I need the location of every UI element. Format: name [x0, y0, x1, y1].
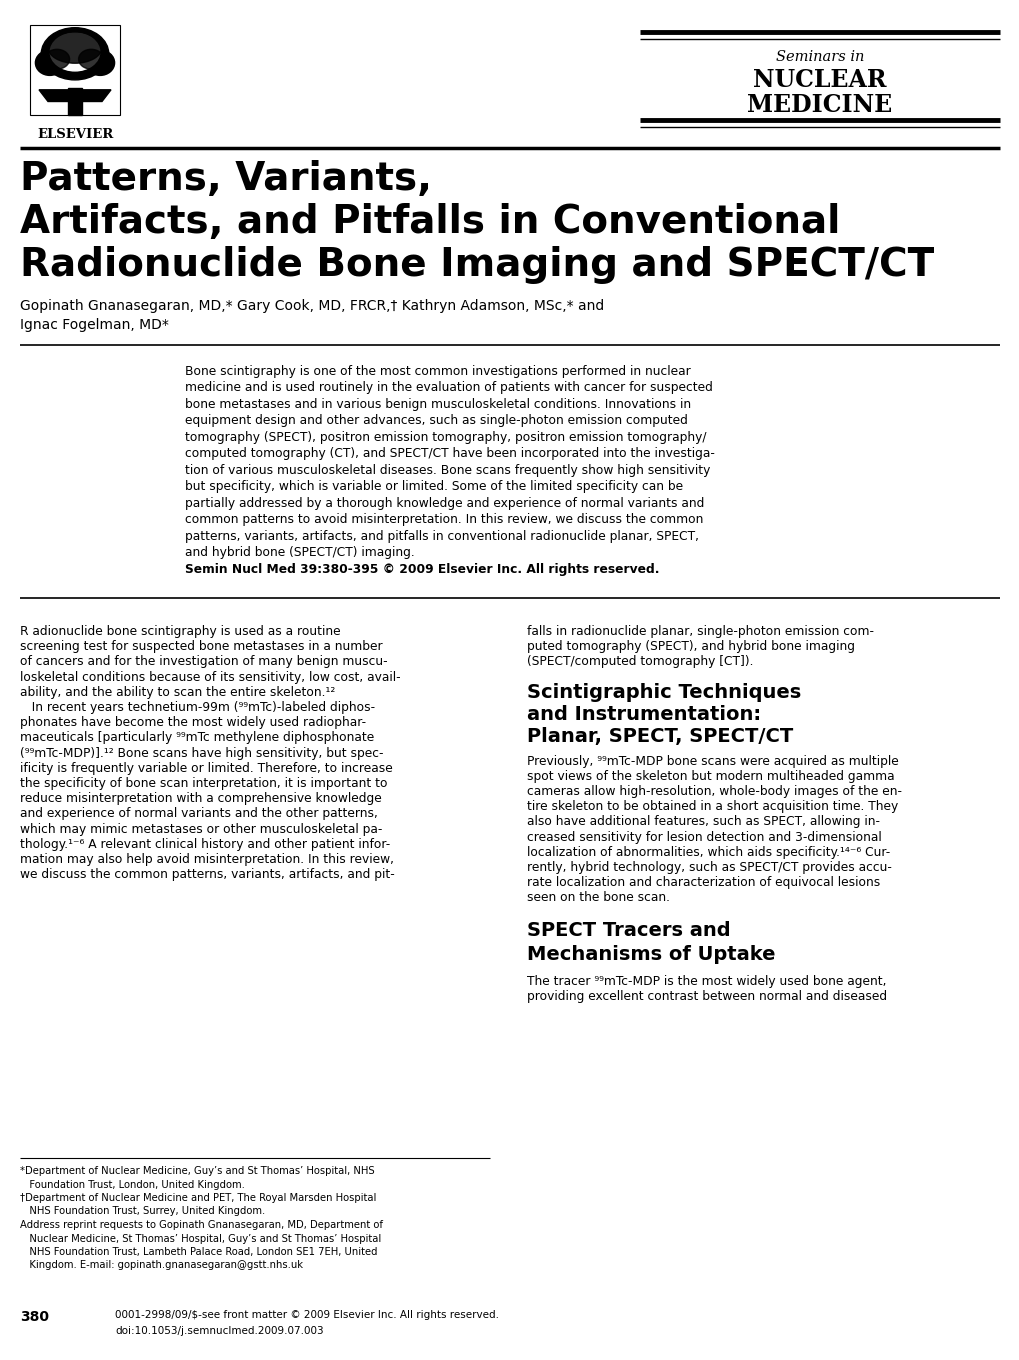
- Text: Seminars in: Seminars in: [775, 50, 863, 64]
- Text: 380: 380: [20, 1310, 49, 1325]
- Text: and hybrid bone (SPECT/CT) imaging.: and hybrid bone (SPECT/CT) imaging.: [184, 547, 415, 559]
- Text: spot views of the skeleton but modern multiheaded gamma: spot views of the skeleton but modern mu…: [527, 770, 894, 783]
- Text: MEDICINE: MEDICINE: [747, 92, 892, 117]
- Ellipse shape: [36, 50, 64, 75]
- Text: R adionuclide bone scintigraphy is used as a routine: R adionuclide bone scintigraphy is used …: [20, 626, 340, 638]
- Text: tire skeleton to be obtained in a short acquisition time. They: tire skeleton to be obtained in a short …: [527, 800, 898, 813]
- Text: computed tomography (CT), and SPECT/CT have been incorporated into the investiga: computed tomography (CT), and SPECT/CT h…: [184, 447, 714, 461]
- Text: but specificity, which is variable or limited. Some of the limited specificity c: but specificity, which is variable or li…: [184, 480, 683, 494]
- Text: Bone scintigraphy is one of the most common investigations performed in nuclear: Bone scintigraphy is one of the most com…: [184, 364, 690, 378]
- Text: doi:10.1053/j.semnuclmed.2009.07.003: doi:10.1053/j.semnuclmed.2009.07.003: [115, 1326, 323, 1336]
- Text: cameras allow high-resolution, whole-body images of the en-: cameras allow high-resolution, whole-bod…: [527, 785, 901, 798]
- Ellipse shape: [41, 27, 109, 80]
- Polygon shape: [39, 90, 111, 102]
- Text: Nuclear Medicine, St Thomas’ Hospital, Guy’s and St Thomas’ Hospital: Nuclear Medicine, St Thomas’ Hospital, G…: [20, 1234, 381, 1243]
- Text: Gopinath Gnanasegaran, MD,* Gary Cook, MD, FRCR,† Kathryn Adamson, MSc,* and: Gopinath Gnanasegaran, MD,* Gary Cook, M…: [20, 299, 603, 313]
- Text: phonates have become the most widely used radiophar-: phonates have become the most widely use…: [20, 717, 366, 729]
- Text: Previously, ⁹⁹mTc-MDP bone scans were acquired as multiple: Previously, ⁹⁹mTc-MDP bone scans were ac…: [527, 755, 898, 767]
- Text: and experience of normal variants and the other patterns,: and experience of normal variants and th…: [20, 808, 377, 820]
- Text: Mechanisms of Uptake: Mechanisms of Uptake: [527, 945, 774, 964]
- Text: Radionuclide Bone Imaging and SPECT/CT: Radionuclide Bone Imaging and SPECT/CT: [20, 246, 933, 284]
- Text: partially addressed by a thorough knowledge and experience of normal variants an: partially addressed by a thorough knowle…: [184, 496, 704, 510]
- Text: mation may also help avoid misinterpretation. In this review,: mation may also help avoid misinterpreta…: [20, 853, 393, 866]
- Text: NUCLEAR: NUCLEAR: [752, 68, 886, 92]
- Text: †Department of Nuclear Medicine and PET, The Royal Marsden Hospital: †Department of Nuclear Medicine and PET,…: [20, 1193, 376, 1204]
- Text: seen on the bone scan.: seen on the bone scan.: [527, 891, 669, 904]
- Text: ability, and the ability to scan the entire skeleton.¹²: ability, and the ability to scan the ent…: [20, 685, 335, 699]
- Text: tion of various musculoskeletal diseases. Bone scans frequently show high sensit: tion of various musculoskeletal diseases…: [184, 464, 709, 477]
- Text: In recent years technetium-99m (⁹⁹mTc)-labeled diphos-: In recent years technetium-99m (⁹⁹mTc)-l…: [20, 700, 375, 714]
- Text: Address reprint requests to Gopinath Gnanasegaran, MD, Department of: Address reprint requests to Gopinath Gna…: [20, 1220, 382, 1229]
- Text: we discuss the common patterns, variants, artifacts, and pit-: we discuss the common patterns, variants…: [20, 868, 394, 881]
- Ellipse shape: [45, 49, 69, 69]
- Text: of cancers and for the investigation of many benign muscu-: of cancers and for the investigation of …: [20, 656, 387, 668]
- Text: SPECT Tracers and: SPECT Tracers and: [527, 921, 730, 940]
- Text: localization of abnormalities, which aids specificity.¹⁴⁻⁶ Cur-: localization of abnormalities, which aid…: [527, 846, 890, 858]
- Text: Patterns, Variants,: Patterns, Variants,: [20, 160, 432, 199]
- Polygon shape: [67, 88, 83, 116]
- Ellipse shape: [86, 50, 114, 75]
- Text: The tracer ⁹⁹mTc-MDP is the most widely used bone agent,: The tracer ⁹⁹mTc-MDP is the most widely …: [527, 975, 886, 987]
- Text: rate localization and characterization of equivocal lesions: rate localization and characterization o…: [527, 876, 879, 889]
- Text: falls in radionuclide planar, single-photon emission com-: falls in radionuclide planar, single-pho…: [527, 626, 873, 638]
- Text: rently, hybrid technology, such as SPECT/CT provides accu-: rently, hybrid technology, such as SPECT…: [527, 861, 891, 874]
- Ellipse shape: [50, 33, 100, 71]
- Text: reduce misinterpretation with a comprehensive knowledge: reduce misinterpretation with a comprehe…: [20, 792, 381, 805]
- Text: (SPECT/computed tomography [CT]).: (SPECT/computed tomography [CT]).: [527, 656, 753, 668]
- Text: Artifacts, and Pitfalls in Conventional: Artifacts, and Pitfalls in Conventional: [20, 203, 840, 241]
- Text: common patterns to avoid misinterpretation. In this review, we discuss the commo: common patterns to avoid misinterpretati…: [184, 514, 703, 526]
- Text: (⁹⁹mTc-MDP)].¹² Bone scans have high sensitivity, but spec-: (⁹⁹mTc-MDP)].¹² Bone scans have high sen…: [20, 747, 383, 760]
- Text: Foundation Trust, London, United Kingdom.: Foundation Trust, London, United Kingdom…: [20, 1179, 245, 1190]
- Ellipse shape: [48, 31, 102, 64]
- Text: NHS Foundation Trust, Surrey, United Kingdom.: NHS Foundation Trust, Surrey, United Kin…: [20, 1206, 265, 1216]
- Text: Scintigraphic Techniques: Scintigraphic Techniques: [527, 683, 801, 702]
- Text: Ignac Fogelman, MD*: Ignac Fogelman, MD*: [20, 318, 169, 332]
- Text: *Department of Nuclear Medicine, Guy’s and St Thomas’ Hospital, NHS: *Department of Nuclear Medicine, Guy’s a…: [20, 1166, 374, 1176]
- Text: and Instrumentation:: and Instrumentation:: [527, 704, 760, 724]
- Text: Semin Nucl Med 39:380-395 © 2009 Elsevier Inc. All rights reserved.: Semin Nucl Med 39:380-395 © 2009 Elsevie…: [184, 563, 659, 577]
- Text: Planar, SPECT, SPECT/CT: Planar, SPECT, SPECT/CT: [527, 726, 793, 745]
- Text: equipment design and other advances, such as single-photon emission computed: equipment design and other advances, suc…: [184, 415, 687, 427]
- Text: patterns, variants, artifacts, and pitfalls in conventional radionuclide planar,: patterns, variants, artifacts, and pitfa…: [184, 530, 698, 543]
- Text: 0001-2998/09/$-see front matter © 2009 Elsevier Inc. All rights reserved.: 0001-2998/09/$-see front matter © 2009 E…: [115, 1310, 498, 1321]
- Text: loskeletal conditions because of its sensitivity, low cost, avail-: loskeletal conditions because of its sen…: [20, 670, 400, 684]
- Text: creased sensitivity for lesion detection and 3-dimensional: creased sensitivity for lesion detection…: [527, 831, 880, 843]
- Text: also have additional features, such as SPECT, allowing in-: also have additional features, such as S…: [527, 816, 879, 828]
- Text: medicine and is used routinely in the evaluation of patients with cancer for sus: medicine and is used routinely in the ev…: [184, 382, 712, 394]
- Ellipse shape: [78, 49, 104, 69]
- Text: Kingdom. E-mail: gopinath.gnanasegaran@gstt.nhs.uk: Kingdom. E-mail: gopinath.gnanasegaran@g…: [20, 1261, 303, 1270]
- Text: bone metastases and in various benign musculoskeletal conditions. Innovations in: bone metastases and in various benign mu…: [184, 398, 691, 411]
- Text: which may mimic metastases or other musculoskeletal pa-: which may mimic metastases or other musc…: [20, 823, 382, 835]
- Text: tomography (SPECT), positron emission tomography, positron emission tomography/: tomography (SPECT), positron emission to…: [184, 431, 706, 443]
- Text: ificity is frequently variable or limited. Therefore, to increase: ificity is frequently variable or limite…: [20, 762, 392, 775]
- Text: thology.¹⁻⁶ A relevant clinical history and other patient infor-: thology.¹⁻⁶ A relevant clinical history …: [20, 838, 390, 851]
- Text: providing excellent contrast between normal and diseased: providing excellent contrast between nor…: [527, 990, 887, 1002]
- Text: screening test for suspected bone metastases in a number: screening test for suspected bone metast…: [20, 641, 382, 653]
- Text: the specificity of bone scan interpretation, it is important to: the specificity of bone scan interpretat…: [20, 777, 387, 790]
- Text: puted tomography (SPECT), and hybrid bone imaging: puted tomography (SPECT), and hybrid bon…: [527, 641, 854, 653]
- Text: ELSEVIER: ELSEVIER: [37, 128, 113, 141]
- Text: maceuticals [particularly ⁹⁹mTc methylene diphosphonate: maceuticals [particularly ⁹⁹mTc methylen…: [20, 732, 374, 744]
- Text: NHS Foundation Trust, Lambeth Palace Road, London SE1 7EH, United: NHS Foundation Trust, Lambeth Palace Roa…: [20, 1247, 377, 1257]
